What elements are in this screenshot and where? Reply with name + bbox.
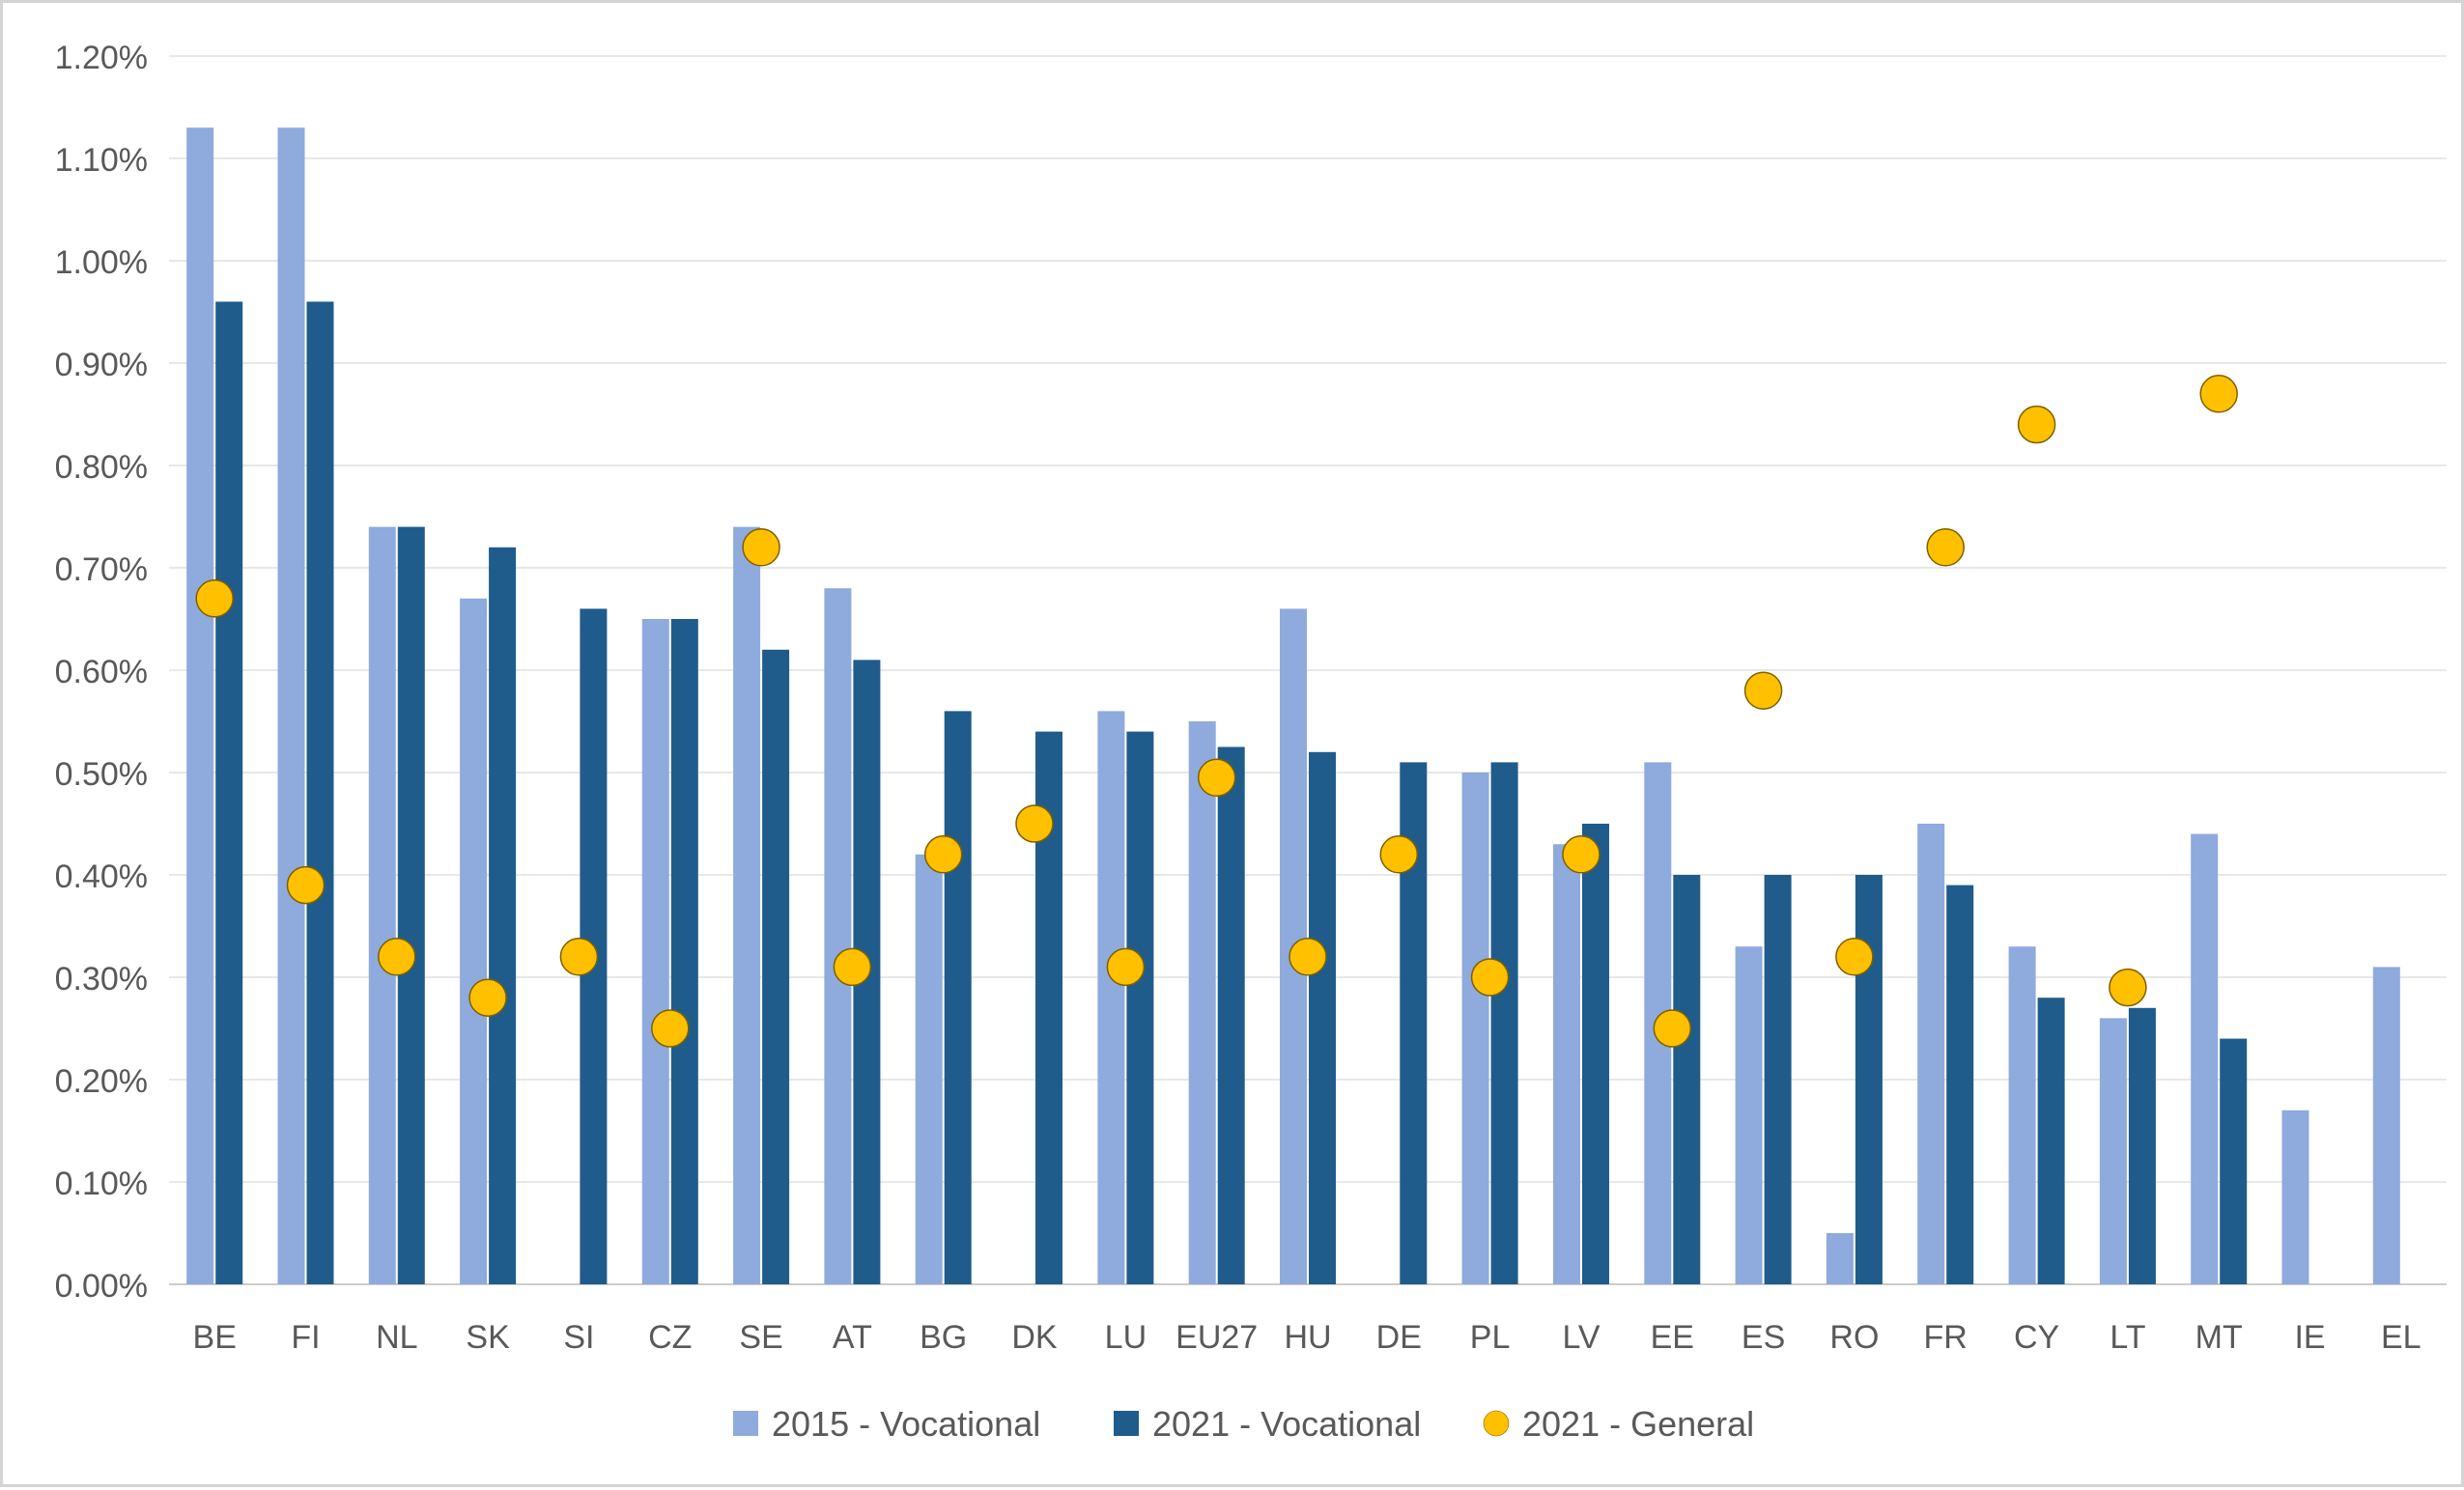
svg-text:RO: RO [1829, 1319, 1879, 1356]
svg-text:2015 - Vocational: 2015 - Vocational [772, 1404, 1040, 1444]
svg-text:1.00%: 1.00% [55, 244, 148, 281]
svg-text:SE: SE [739, 1319, 782, 1356]
svg-text:MT: MT [2195, 1319, 2243, 1356]
svg-text:LV: LV [1562, 1319, 1600, 1356]
svg-text:ES: ES [1742, 1319, 1785, 1356]
svg-text:LT: LT [2110, 1319, 2145, 1356]
svg-text:CY: CY [2014, 1319, 2059, 1356]
svg-text:SI: SI [563, 1319, 594, 1356]
svg-text:SK: SK [466, 1319, 510, 1356]
svg-text:1.10%: 1.10% [55, 142, 148, 179]
svg-text:FR: FR [1924, 1319, 1968, 1356]
svg-text:2021 - General: 2021 - General [1522, 1404, 1754, 1444]
svg-text:DK: DK [1011, 1319, 1058, 1356]
svg-text:BE: BE [193, 1319, 237, 1356]
svg-text:NL: NL [376, 1319, 417, 1356]
svg-text:LU: LU [1105, 1319, 1147, 1356]
svg-text:IE: IE [2294, 1319, 2325, 1356]
svg-text:CZ: CZ [648, 1319, 692, 1356]
svg-text:EU27: EU27 [1175, 1319, 1258, 1356]
svg-text:EE: EE [1651, 1319, 1694, 1356]
svg-text:0.80%: 0.80% [55, 449, 148, 486]
svg-text:0.50%: 0.50% [55, 756, 148, 793]
svg-text:2021 - Vocational: 2021 - Vocational [1152, 1404, 1421, 1444]
svg-text:0.10%: 0.10% [55, 1166, 148, 1202]
svg-text:BG: BG [920, 1319, 967, 1356]
svg-text:0.30%: 0.30% [55, 961, 148, 998]
svg-text:PL: PL [1470, 1319, 1511, 1356]
svg-text:HU: HU [1284, 1319, 1331, 1356]
svg-text:AT: AT [833, 1319, 872, 1356]
svg-text:1.20%: 1.20% [55, 40, 148, 76]
svg-text:0.90%: 0.90% [55, 347, 148, 383]
svg-text:DE: DE [1376, 1319, 1422, 1356]
svg-text:0.40%: 0.40% [55, 858, 148, 895]
svg-text:0.60%: 0.60% [55, 654, 148, 690]
svg-text:FI: FI [291, 1319, 320, 1356]
svg-text:0.00%: 0.00% [55, 1268, 148, 1305]
svg-text:0.70%: 0.70% [55, 551, 148, 588]
svg-text:EL: EL [2381, 1319, 2422, 1356]
svg-text:0.20%: 0.20% [55, 1063, 148, 1100]
